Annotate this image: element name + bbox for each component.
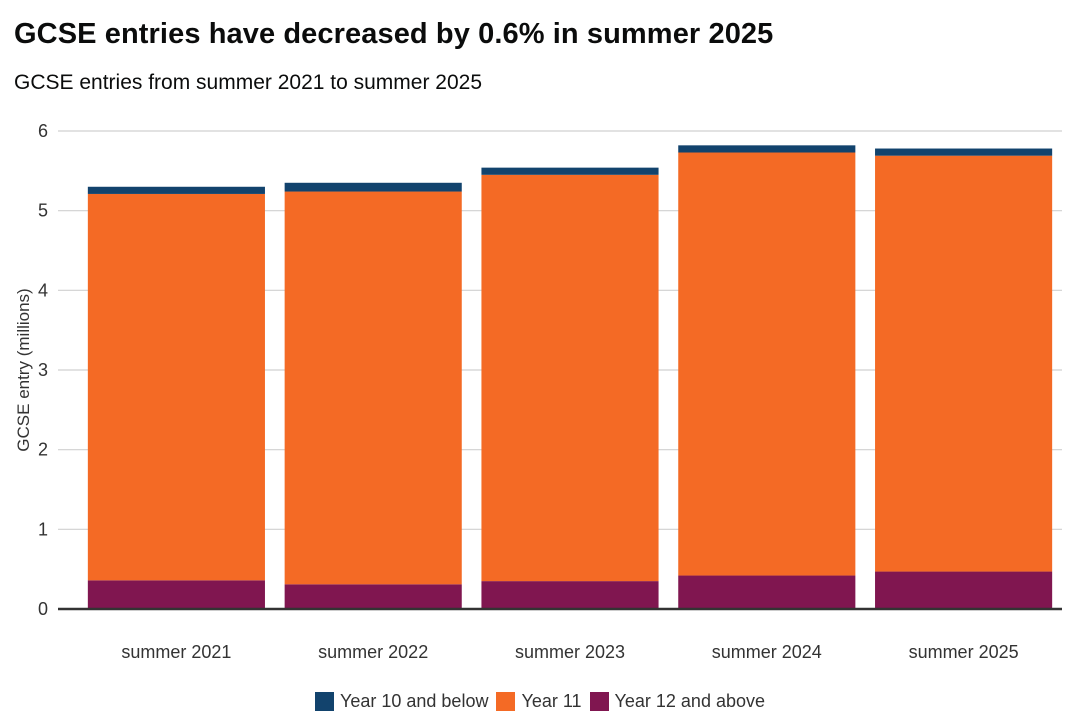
- y-tick-label: 5: [38, 201, 48, 221]
- bar-segment-year-11: [875, 155, 1053, 572]
- chart-subtitle: GCSE entries from summer 2021 to summer …: [14, 71, 483, 94]
- legend-item: Year 10 and below: [315, 691, 488, 712]
- bar-segment-year-12-and-above: [481, 581, 659, 609]
- y-axis-title: GCSE entry (millions): [14, 288, 33, 451]
- legend-swatch: [315, 692, 334, 711]
- axes: 0 1 2 3 4 5 6 summer 2021 summer 2022 summer 2023…: [38, 121, 1062, 662]
- bar-segment-year-12-and-above: [678, 575, 856, 609]
- x-tick-label: summer 2023: [515, 642, 625, 662]
- bar-segment-year-10-and-below: [284, 182, 462, 192]
- bars: [87, 145, 1053, 609]
- legend-swatch: [496, 692, 516, 711]
- bar-segment-year-11: [284, 191, 462, 585]
- bar-segment-year-12-and-above: [87, 580, 265, 609]
- bar-segment-year-11: [481, 174, 659, 582]
- x-tick-label: summer 2021: [121, 642, 231, 662]
- legend-item: Year 11: [496, 691, 582, 712]
- legend-label: Year 12 and above: [614, 691, 765, 711]
- bar-segment-year-10-and-below: [875, 148, 1053, 156]
- y-tick-label: 3: [38, 360, 48, 380]
- y-tick-label: 0: [38, 599, 48, 619]
- y-tick-label: 1: [38, 519, 48, 539]
- legend-label: Year 11: [521, 691, 582, 711]
- y-tick-label: 4: [38, 280, 48, 300]
- legend: Year 10 and below Year 11 Year 12 and abov…: [0, 691, 1080, 712]
- bar-segment-year-10-and-below: [678, 145, 856, 153]
- bar-segment-year-11: [87, 193, 265, 581]
- x-tick-label: summer 2025: [909, 642, 1019, 662]
- y-tick-label: 6: [38, 121, 48, 141]
- chart-title: GCSE entries have decreased by 0.6% in s…: [14, 18, 774, 50]
- bar-segment-year-10-and-below: [481, 167, 659, 175]
- bar-segment-year-12-and-above: [875, 571, 1053, 609]
- bar-segment-year-12-and-above: [284, 584, 462, 609]
- legend-item: Year 12 and above: [589, 691, 765, 712]
- bar-segment-year-10-and-below: [87, 186, 265, 194]
- x-tick-label: summer 2022: [318, 642, 428, 662]
- legend-label: Year 10 and below: [340, 691, 489, 711]
- y-tick-label: 2: [38, 440, 48, 460]
- x-tick-label: summer 2024: [712, 642, 822, 662]
- bar-segment-year-11: [678, 152, 856, 576]
- legend-swatch: [589, 692, 609, 711]
- stacked-bar-chart: 0 1 2 3 4 5 6 summer 2021 summer 2022 summer 2023…: [14, 121, 1062, 662]
